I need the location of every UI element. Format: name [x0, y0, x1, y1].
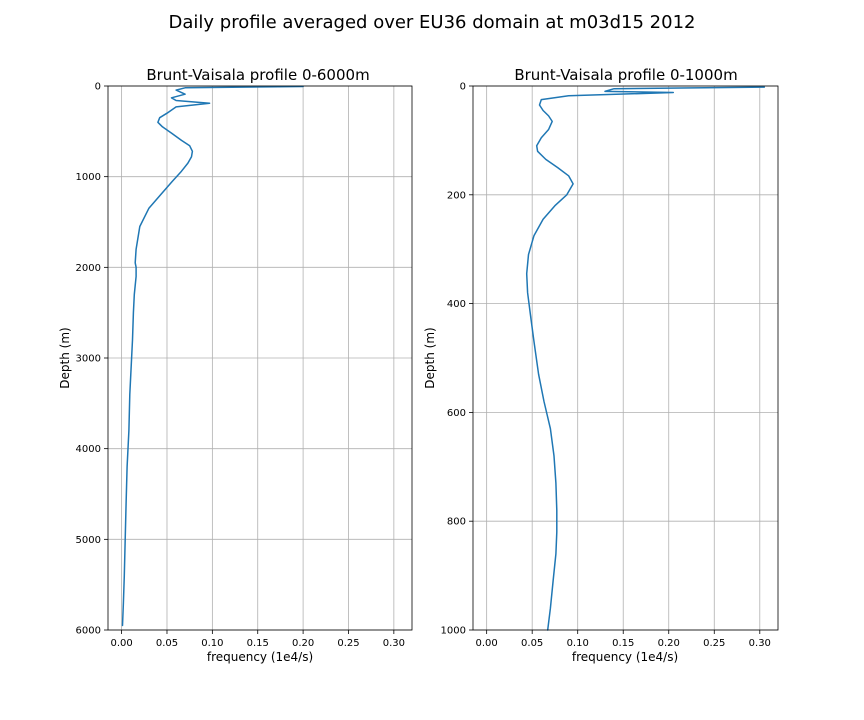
- x-tick-label-right: 0.15: [612, 638, 634, 649]
- x-tick-label-right: 0.05: [521, 638, 543, 649]
- y-tick-label-right: 600: [447, 408, 466, 419]
- brunt-vaisala-line-left: [121, 85, 304, 627]
- x-axis-label-right: frequency (1e4/s): [572, 650, 678, 664]
- y-axis-label-left: Depth (m): [58, 327, 72, 388]
- y-tick-label-left: 3000: [76, 354, 101, 365]
- y-ticks-right: 0 200 400 600 800 1000: [441, 82, 473, 637]
- y-tick-label-left: 2000: [76, 263, 101, 274]
- y-ticks-left: 0 1000 2000 3000 4000 5000 6000: [76, 82, 108, 637]
- x-ticks-left: 0.00 0.05 0.10 0.15 0.20 0.25 0.30: [110, 630, 405, 649]
- x-tick-label-right: 0.30: [749, 638, 771, 649]
- x-tick-label-right: 0.25: [703, 638, 725, 649]
- chart-title-right: Brunt-Vaisala profile 0-1000m: [514, 66, 737, 84]
- brunt-vaisala-line-right: [525, 86, 766, 631]
- x-tick-label-right: 0.10: [567, 638, 589, 649]
- y-tick-label-right: 1000: [441, 626, 466, 637]
- chart-title-left: Brunt-Vaisala profile 0-6000m: [146, 66, 369, 84]
- x-tick-label-left: 0.30: [383, 638, 405, 649]
- x-tick-label-left: 0.05: [156, 638, 178, 649]
- x-ticks-right: 0.00 0.05 0.10 0.15 0.20 0.25 0.30: [476, 630, 771, 649]
- y-tick-label-right: 200: [447, 190, 466, 201]
- series-left: [121, 85, 304, 627]
- x-tick-label-left: 0.25: [337, 638, 359, 649]
- y-tick-label-left: 6000: [76, 626, 101, 637]
- y-tick-label-right: 400: [447, 299, 466, 310]
- y-tick-label-right: 800: [447, 517, 466, 528]
- figure-suptitle: Daily profile averaged over EU36 domain …: [169, 12, 696, 33]
- y-axis-label-right: Depth (m): [423, 327, 437, 388]
- plot-frame-right: [472, 85, 779, 631]
- plot-frame-left: [107, 85, 413, 631]
- y-tick-label-left: 1000: [76, 172, 101, 183]
- x-tick-label-right: 0.20: [658, 638, 680, 649]
- y-tick-label-left: 4000: [76, 444, 101, 455]
- x-tick-label-right: 0.00: [476, 638, 498, 649]
- x-tick-label-left: 0.10: [201, 638, 223, 649]
- x-tick-label-left: 0.00: [110, 638, 132, 649]
- chart-panel-left: Brunt-Vaisala profile 0-6000m 0.00 0.05 0.…: [58, 66, 413, 664]
- x-tick-label-left: 0.20: [292, 638, 314, 649]
- x-axis-label-left: frequency (1e4/s): [207, 650, 313, 664]
- y-tick-label-left: 5000: [76, 535, 101, 546]
- y-tick-label-left: 0: [95, 82, 101, 93]
- series-right: [525, 86, 766, 631]
- chart-panel-right: Brunt-Vaisala profile 0-1000m 0.00 0.05 0.…: [423, 66, 779, 664]
- x-tick-label-left: 0.15: [247, 638, 269, 649]
- grid-lines-left: [108, 85, 412, 631]
- y-tick-label-right: 0: [460, 82, 466, 93]
- grid-lines-right: [473, 85, 778, 631]
